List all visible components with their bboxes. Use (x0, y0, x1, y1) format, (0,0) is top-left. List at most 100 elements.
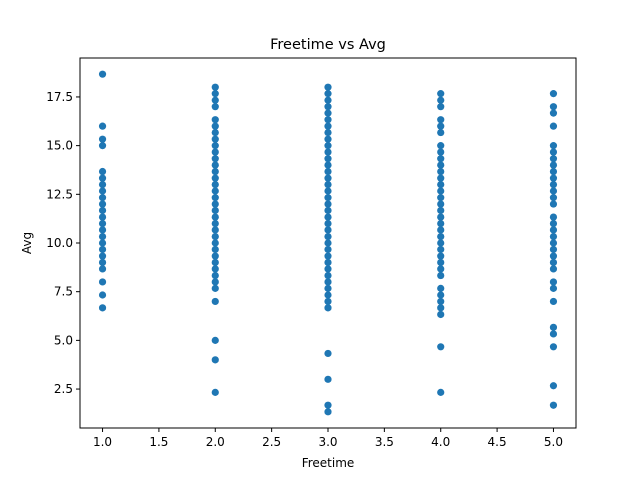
data-point (211, 187, 219, 195)
data-point (549, 200, 558, 208)
x-tick-label: 3.0 (318, 435, 337, 449)
x-axis-label: Freetime (302, 456, 355, 470)
data-point (437, 200, 445, 208)
data-point (324, 135, 332, 143)
y-tick-label: 15.0 (46, 139, 73, 153)
data-point (324, 291, 332, 299)
data-point (437, 245, 445, 254)
data-point (324, 226, 332, 234)
data-point (549, 297, 558, 306)
data-point (324, 174, 332, 182)
data-point (437, 96, 445, 104)
data-point (437, 304, 445, 312)
data-point (211, 297, 219, 306)
data-point (211, 271, 219, 280)
data-point (98, 219, 107, 228)
data-point (437, 167, 445, 176)
data-point (324, 271, 332, 280)
data-point (324, 187, 332, 195)
data-point (324, 349, 332, 358)
data-point (211, 148, 219, 156)
data-point (211, 278, 219, 286)
data-point (98, 194, 107, 202)
data-point (211, 142, 219, 150)
data-point (98, 252, 107, 260)
data-point (437, 265, 445, 273)
data-point (549, 155, 558, 163)
data-point (211, 258, 219, 267)
data-point (324, 90, 332, 98)
y-tick-label: 5.0 (54, 333, 73, 347)
points-layer (98, 70, 558, 416)
data-point (324, 232, 332, 241)
data-point (98, 122, 107, 130)
data-point (324, 161, 332, 169)
data-point (324, 167, 332, 176)
data-point (211, 356, 219, 364)
data-point (324, 278, 332, 286)
data-point (324, 116, 332, 124)
data-point (437, 239, 445, 247)
data-point (324, 103, 332, 111)
data-point (324, 304, 332, 312)
data-point (324, 284, 332, 292)
data-point (211, 83, 219, 91)
data-point (324, 148, 332, 156)
data-point (324, 96, 332, 104)
data-point (324, 408, 332, 416)
data-point (98, 232, 107, 241)
data-point (549, 142, 558, 150)
data-point (437, 252, 445, 260)
chart-title: Freetime vs Avg (270, 37, 386, 53)
data-point (324, 128, 332, 137)
data-point (211, 284, 219, 292)
data-point (437, 297, 445, 306)
data-point (549, 174, 558, 182)
data-point (549, 122, 558, 130)
data-point (98, 239, 107, 247)
data-point (324, 142, 332, 150)
x-tick-label: 3.5 (375, 435, 394, 449)
data-point (437, 310, 445, 319)
data-point (211, 161, 219, 169)
data-point (98, 180, 107, 189)
data-point (324, 109, 332, 117)
data-point (324, 239, 332, 247)
data-point (549, 265, 558, 273)
data-point (324, 194, 332, 202)
data-point (549, 401, 558, 409)
data-point (437, 258, 445, 267)
data-point (549, 90, 558, 98)
y-tick-label: 7.5 (54, 285, 73, 299)
data-point (549, 194, 558, 202)
data-point (98, 291, 107, 299)
data-point (98, 206, 107, 215)
data-point (549, 284, 558, 292)
x-axis-ticks: 1.0 1.5 2.0 2.5 3.0 3.5 4.0 4.5 5.0 (93, 428, 563, 449)
data-point (98, 245, 107, 254)
data-point (549, 323, 558, 331)
data-point (437, 213, 445, 221)
data-point (549, 213, 558, 221)
x-tick-label: 4.0 (431, 435, 450, 449)
x-tick-label: 2.5 (262, 435, 281, 449)
data-point (98, 278, 107, 286)
data-point (549, 258, 558, 267)
data-point (98, 187, 107, 195)
data-point (437, 194, 445, 202)
data-point (98, 174, 107, 182)
data-point (324, 200, 332, 208)
data-point (211, 122, 219, 130)
data-point (437, 161, 445, 169)
data-point (437, 284, 445, 292)
data-point (549, 252, 558, 260)
data-point (98, 213, 107, 221)
data-point (549, 382, 558, 390)
data-point (98, 70, 107, 78)
data-point (211, 336, 219, 344)
data-point (324, 155, 332, 163)
data-point (211, 103, 219, 111)
data-point (437, 232, 445, 241)
